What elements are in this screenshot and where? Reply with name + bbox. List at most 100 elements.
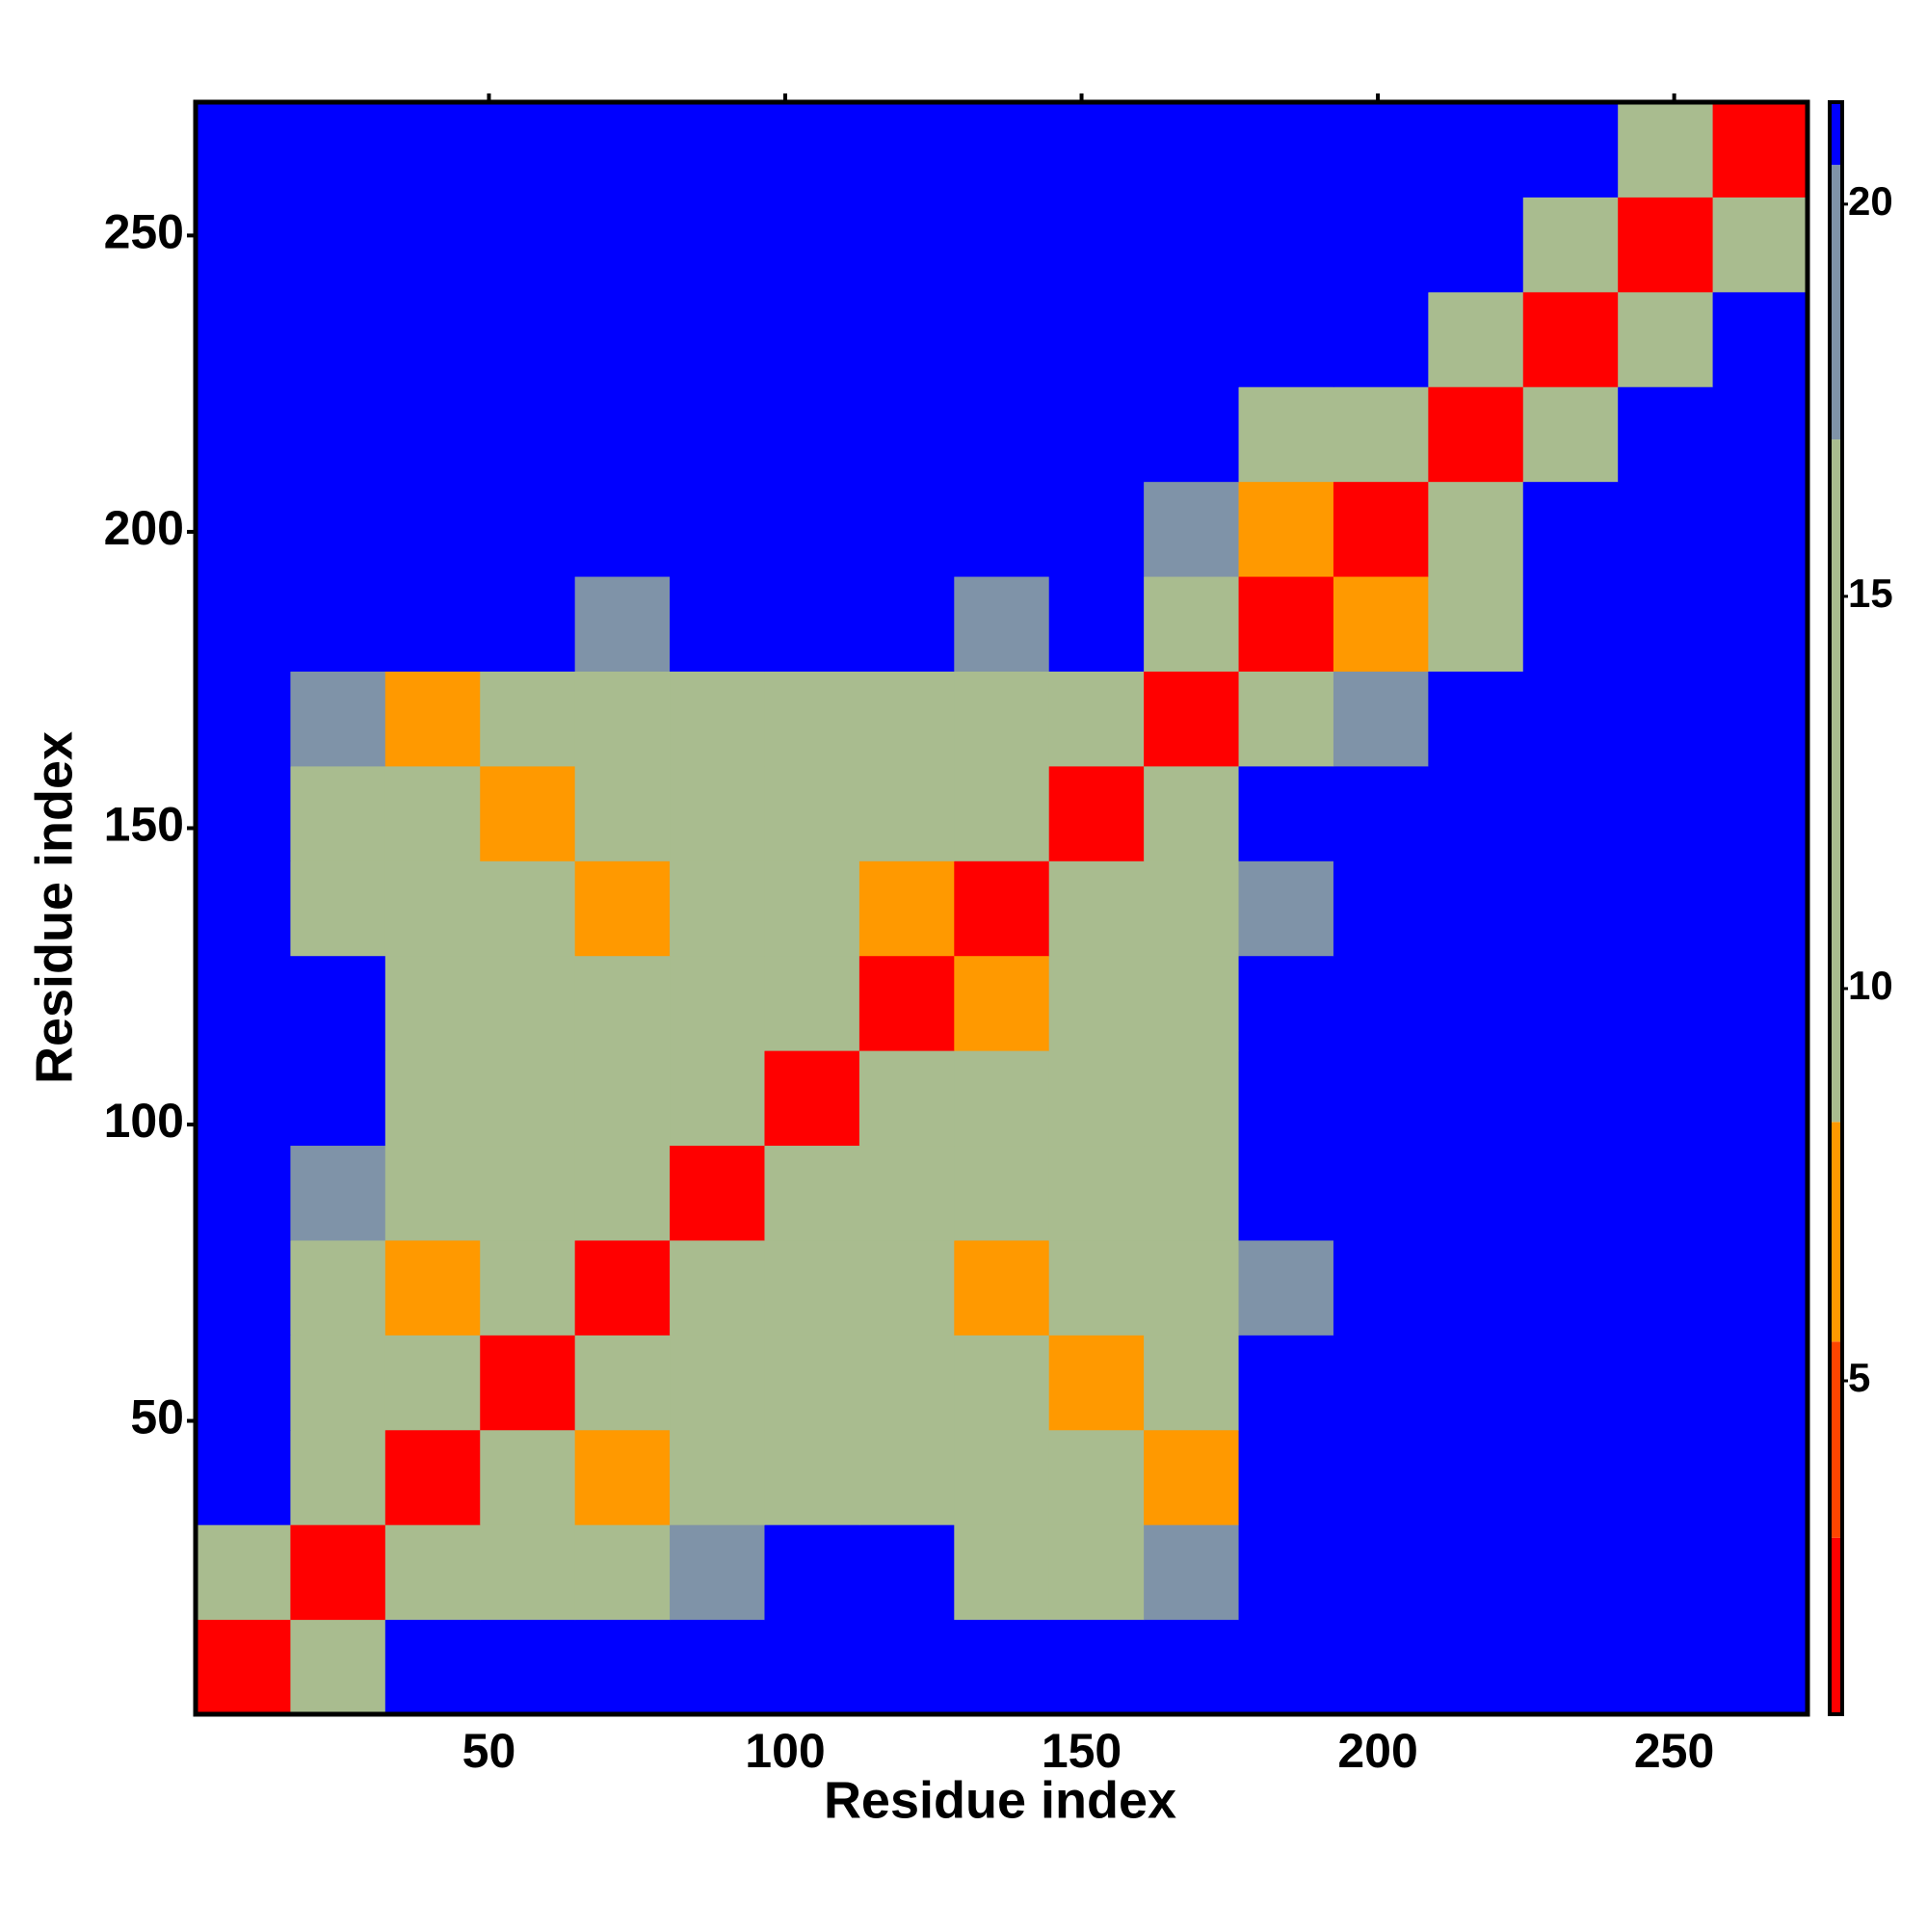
heatmap-cell: [384, 197, 481, 293]
heatmap-cell: [480, 1429, 576, 1525]
heatmap-cell: [1712, 1429, 1808, 1525]
heatmap-cell: [290, 576, 386, 672]
heatmap-cell: [384, 1429, 481, 1525]
heatmap-cell: [670, 860, 765, 957]
heatmap-cell: [670, 671, 765, 767]
heatmap-cell: [954, 197, 1050, 293]
heatmap-cell: [384, 291, 481, 387]
heatmap-cell: [480, 1050, 576, 1147]
heatmap-cell: [1618, 1335, 1714, 1431]
heatmap-cell: [480, 1239, 576, 1336]
heatmap-cell: [858, 671, 955, 767]
heatmap-cell: [196, 955, 291, 1051]
heatmap-cell: [1144, 860, 1240, 957]
colorbar-tick-label: 15: [1848, 570, 1893, 616]
heatmap-cell: [574, 860, 671, 957]
heatmap-cell: [1522, 765, 1619, 861]
heatmap-cell: [290, 102, 386, 198]
heatmap-cell: [1618, 765, 1714, 861]
y-tick-label: 250: [104, 205, 184, 259]
heatmap-cell: [858, 291, 955, 387]
heatmap-cell: [858, 1239, 955, 1336]
heatmap-cell: [764, 765, 860, 861]
heatmap-cell: [1144, 1239, 1240, 1336]
heatmap-cell: [954, 860, 1050, 957]
heatmap-cell: [1238, 576, 1334, 672]
heatmap-cell: [1712, 481, 1808, 577]
heatmap-cell: [1522, 860, 1619, 957]
heatmap-cell: [1522, 197, 1619, 293]
heatmap-cell: [954, 576, 1050, 672]
heatmap-cell: [384, 481, 481, 577]
heatmap-cell: [480, 1145, 576, 1241]
heatmap-cell: [1333, 1429, 1429, 1525]
plot-frame: [193, 99, 1810, 1717]
heatmap-cell: [480, 197, 576, 293]
heatmap-cell: [384, 386, 481, 483]
heatmap-cell: [574, 765, 671, 861]
heatmap-cell: [1333, 955, 1429, 1051]
heatmap-cell: [574, 1619, 671, 1715]
heatmap-cell: [670, 1050, 765, 1147]
heatmap-cell: [196, 291, 291, 387]
heatmap-cell: [1712, 102, 1808, 198]
heatmap-cell: [764, 576, 860, 672]
heatmap-cell: [1522, 1524, 1619, 1621]
heatmap-cell: [1522, 1239, 1619, 1336]
heatmap-cell: [1333, 102, 1429, 198]
heatmap-cell: [1618, 1239, 1714, 1336]
heatmap-cell: [764, 671, 860, 767]
heatmap-cell: [670, 197, 765, 293]
heatmap-cell: [1333, 576, 1429, 672]
heatmap-cell: [954, 1524, 1050, 1621]
x-tick-label: 50: [462, 1724, 516, 1778]
heatmap-cell: [574, 1050, 671, 1147]
heatmap-cell: [384, 1145, 481, 1241]
heatmap-cell: [1618, 291, 1714, 387]
heatmap-cell: [1238, 1239, 1334, 1336]
colorbar-segment: [1830, 165, 1842, 440]
heatmap-cell: [480, 1335, 576, 1431]
heatmap-cell: [1712, 1619, 1808, 1715]
heatmap-cell: [670, 1335, 765, 1431]
heatmap-cell: [1238, 765, 1334, 861]
heatmap-cell: [1618, 197, 1714, 293]
heatmap-cell: [1428, 1145, 1524, 1241]
heatmap-cell: [1428, 1524, 1524, 1621]
heatmap-cell: [1144, 1619, 1240, 1715]
heatmap-cell: [858, 765, 955, 861]
heatmap-cell: [1522, 102, 1619, 198]
heatmap-cell: [1048, 1429, 1145, 1525]
heatmap-cell: [480, 671, 576, 767]
heatmap-cell: [1238, 1145, 1334, 1241]
heatmap-cell: [290, 1145, 386, 1241]
heatmap-cell: [670, 102, 765, 198]
heatmap-cell: [1428, 765, 1524, 861]
heatmap-cell: [1618, 955, 1714, 1051]
heatmap-cell: [1333, 1335, 1429, 1431]
heatmap-cell: [1333, 671, 1429, 767]
heatmap-cell: [954, 955, 1050, 1051]
heatmap-cell: [1048, 765, 1145, 861]
heatmap-cell: [1428, 576, 1524, 672]
heatmap-cell: [1048, 576, 1145, 672]
heatmap-cell: [1712, 955, 1808, 1051]
heatmap-cell: [1618, 1429, 1714, 1525]
heatmap-cell: [858, 1050, 955, 1147]
heatmap-cell: [384, 1335, 481, 1431]
heatmap-cell: [764, 1619, 860, 1715]
heatmap-cell: [196, 481, 291, 577]
heatmap-cell: [1712, 197, 1808, 293]
heatmap-cell: [764, 860, 860, 957]
heatmap-cell: [1618, 386, 1714, 483]
heatmap-cell: [196, 1524, 291, 1621]
colorbar-frame: [1828, 100, 1844, 1716]
heatmap-cell: [858, 576, 955, 672]
heatmap-cell: [1144, 291, 1240, 387]
heatmap-cell: [384, 671, 481, 767]
heatmap-cell: [574, 481, 671, 577]
heatmap-cell: [1238, 955, 1334, 1051]
heatmap-cell: [1712, 671, 1808, 767]
heatmap-cell: [290, 291, 386, 387]
